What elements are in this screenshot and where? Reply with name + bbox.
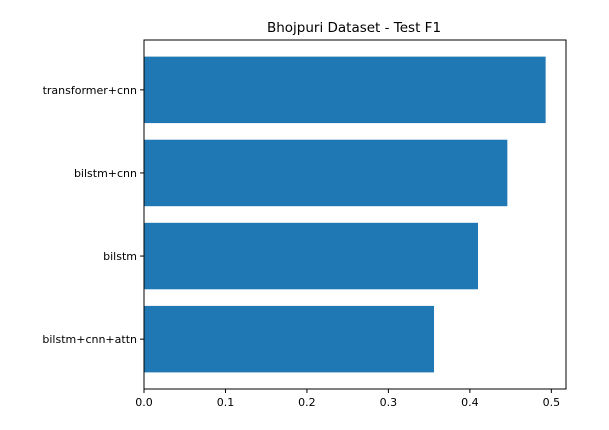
chart-title: Bhojpuri Dataset - Test F1 — [267, 20, 441, 36]
x-tick-label: 0.3 — [380, 396, 398, 409]
bars-layer — [144, 56, 546, 373]
y-tick-label: bilstm+cnn — [74, 167, 137, 180]
x-tick-label: 0.0 — [135, 396, 153, 409]
x-tick-label: 0.5 — [543, 396, 561, 409]
bar-bilstm-cnn-attn — [144, 305, 435, 373]
x-tick-label: 0.2 — [298, 396, 316, 409]
plot-frame — [143, 39, 567, 390]
bar-transformer-cnn — [144, 56, 546, 124]
x-tick-label: 0.1 — [217, 396, 235, 409]
x-axis: 0.0 0.1 0.2 0.3 0.4 0.5 — [135, 389, 560, 409]
bar-bilstm — [144, 222, 479, 290]
y-tick-label: bilstm — [103, 250, 137, 263]
y-tick-label: bilstm+cnn+attn — [42, 333, 137, 346]
bar-bilstm-cnn — [144, 139, 508, 207]
y-axis: transformer+cnn bilstm+cnn bilstm bilstm+cn… — [42, 84, 144, 346]
x-tick-label: 0.4 — [461, 396, 479, 409]
y-tick-label: transformer+cnn — [43, 84, 137, 97]
